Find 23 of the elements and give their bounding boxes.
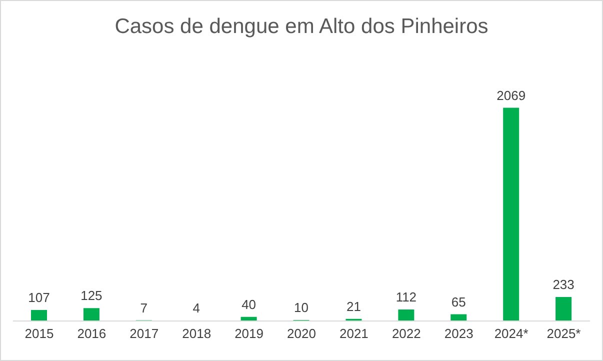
data-label: 4 — [192, 300, 200, 316]
x-tick-label: 2022 — [392, 326, 421, 342]
x-tick-label: 2020 — [287, 326, 316, 342]
data-label: 125 — [80, 288, 102, 304]
x-tick-label: 2018 — [182, 326, 212, 342]
data-label: 40 — [242, 296, 256, 312]
data-label: 2069 — [496, 88, 526, 103]
data-label: 10 — [294, 300, 309, 315]
x-tick-label: 2025* — [546, 326, 581, 342]
chart-title: Casos de dengue em Alto dos Pinheiros — [114, 15, 490, 39]
data-label: 7 — [140, 300, 148, 316]
data-label: 21 — [346, 298, 361, 314]
x-tick-label: 2017 — [130, 326, 159, 342]
x-tick-label: 2023 — [444, 326, 474, 342]
data-label: 107 — [28, 290, 50, 305]
x-tick-label: 2021 — [339, 326, 368, 342]
data-label: 112 — [396, 289, 417, 304]
x-tick-label: 2024* — [494, 326, 528, 342]
data-label: 233 — [552, 276, 574, 292]
data-label: 65 — [451, 294, 466, 310]
x-tick-label: 2015 — [24, 326, 54, 342]
x-tick-label: 2019 — [234, 326, 264, 342]
x-tick-label: 2016 — [77, 326, 106, 342]
